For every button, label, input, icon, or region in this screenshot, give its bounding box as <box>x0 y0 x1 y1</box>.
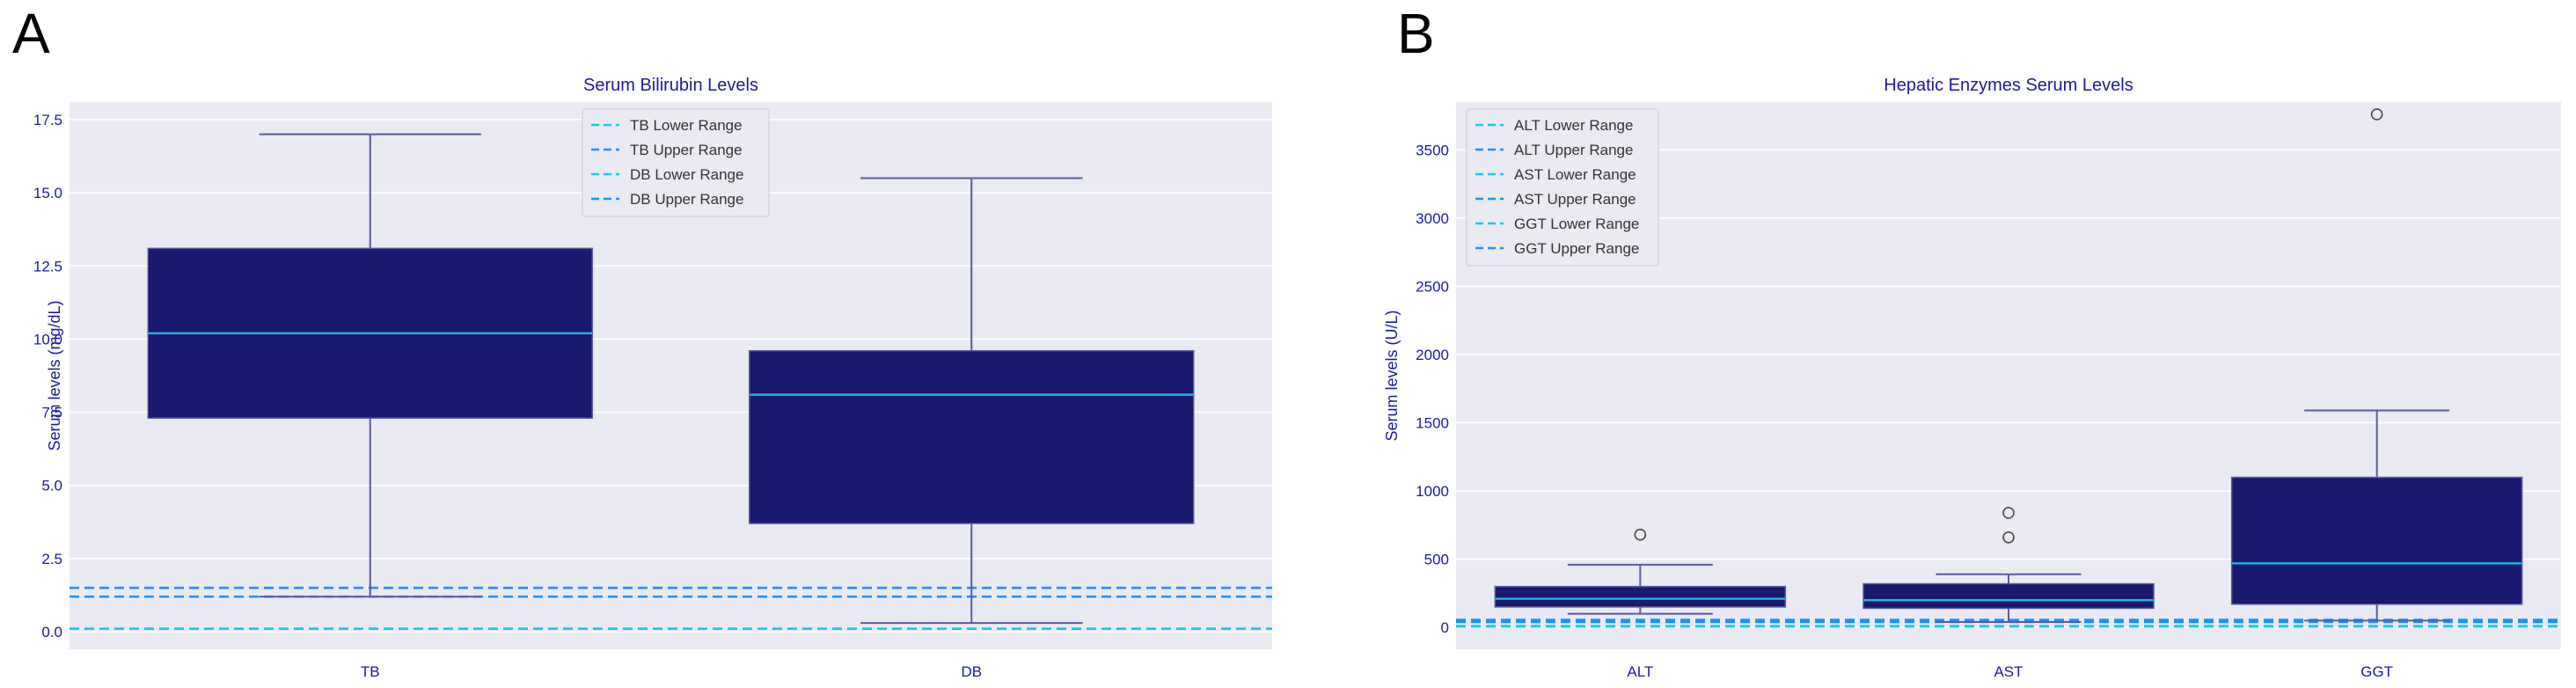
y-tick-label: 5.0 <box>41 478 62 494</box>
legend-box <box>1466 108 1659 267</box>
panel-label-b: B <box>1397 2 1435 65</box>
chart-title: Hepatic Enzymes Serum Levels <box>1884 76 2133 95</box>
outlier-point <box>1634 528 1647 541</box>
legend-entry: TB Upper Range <box>630 142 743 158</box>
box-alt <box>1494 585 1787 608</box>
y-tick-label: 2000 <box>1416 347 1449 363</box>
legend-entry: TB Lower Range <box>630 117 743 134</box>
y-tick-label: 0 <box>1441 619 1449 636</box>
legend-entry: AST Upper Range <box>1514 191 1636 208</box>
y-axis-label: Serum levels (U/L) <box>1383 310 1401 441</box>
legend-entry: GGT Lower Range <box>1514 216 1639 232</box>
y-tick-label: 7.5 <box>41 405 62 421</box>
box-db <box>749 349 1195 524</box>
y-tick-label: 0.0 <box>41 624 62 640</box>
box-ast <box>1862 582 2155 610</box>
y-tick-label: 17.5 <box>33 112 62 128</box>
legend-entry: DB Lower Range <box>630 166 743 183</box>
y-tick-label: 500 <box>1424 552 1449 568</box>
panel-label-a: A <box>12 2 50 65</box>
x-tick-label: DB <box>961 663 982 680</box>
legend-entry: DB Upper Range <box>630 191 743 208</box>
legend-entry: ALT Upper Range <box>1514 142 1633 158</box>
box-ggt <box>2230 476 2523 605</box>
y-tick-label: 3500 <box>1416 142 1449 158</box>
y-axis-label: Serum levels (mg/dL) <box>46 300 63 450</box>
y-tick-label: 2500 <box>1416 278 1449 295</box>
bilirubin-chart: 0.0 2.5 5.0 7.5 10.0 12.5 15.0 17.5 TB DB Serum Bi… <box>33 76 1272 680</box>
legend-entry: ALT Lower Range <box>1514 117 1633 134</box>
legend-entry: AST Lower Range <box>1514 166 1636 183</box>
outlier-point <box>2002 531 2015 544</box>
y-tick-label: 2.5 <box>41 551 62 567</box>
x-tick-label: AST <box>1994 663 2023 680</box>
y-tick-label: 15.0 <box>33 185 62 201</box>
x-tick-label: GGT <box>2360 663 2393 680</box>
y-tick-label: 10.0 <box>33 331 62 348</box>
y-tick-label: 3000 <box>1416 210 1449 227</box>
legend-box <box>582 108 770 217</box>
x-tick-label: TB <box>361 663 380 680</box>
outlier-point <box>2370 108 2383 121</box>
x-tick-label: ALT <box>1627 663 1653 680</box>
hepatic-enzymes-chart: 0 500 1000 1500 2000 2500 3000 3500 ALT AST GGT Hep… <box>1383 76 2561 680</box>
outlier-point <box>2002 507 2015 519</box>
chart-title: Serum Bilirubin Levels <box>583 76 758 95</box>
y-tick-label: 1000 <box>1416 483 1449 500</box>
legend-entry: GGT Upper Range <box>1514 240 1639 257</box>
y-tick-label: 1500 <box>1416 415 1449 432</box>
y-tick-label: 12.5 <box>33 258 62 274</box>
